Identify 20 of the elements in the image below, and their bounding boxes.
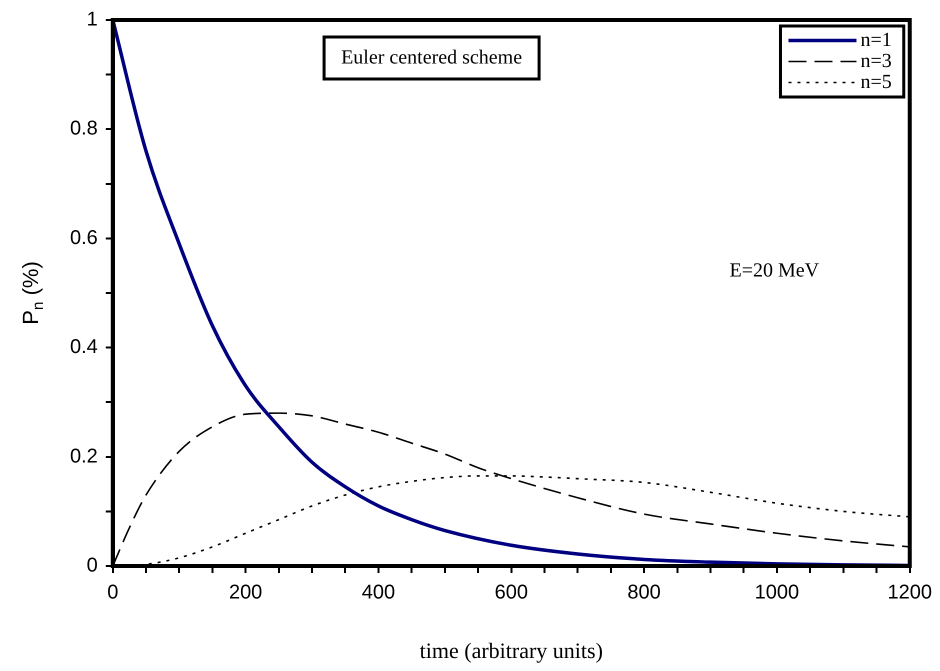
x-tick-label: 1000 [754, 582, 800, 604]
legend-label: n=1 [860, 28, 892, 51]
x-tick-label: 200 [228, 582, 262, 604]
y-tick-label: 0.2 [70, 445, 98, 468]
x-axis-title: time (arbitrary units) [420, 638, 603, 663]
x-tick-label: 800 [627, 582, 661, 604]
y-tick-label: 0 [86, 554, 98, 577]
y-tick-label: 0.6 [70, 226, 98, 249]
legend-label: n=3 [860, 50, 892, 72]
x-tick-label: 400 [362, 582, 396, 604]
y-axis-title: Pn (%) [18, 261, 47, 325]
annotation: E=20 MeV [729, 259, 820, 282]
y-tick-label: 0.8 [70, 118, 98, 140]
x-tick-label: 0 [107, 582, 118, 604]
y-tick-label: 0.4 [70, 336, 98, 358]
y-tick-label: 1 [86, 8, 98, 31]
annotation: Euler centered scheme [341, 46, 522, 68]
x-tick-label: 1200 [888, 582, 932, 604]
x-tick-label: 600 [494, 582, 528, 604]
legend-label: n=5 [860, 70, 892, 93]
